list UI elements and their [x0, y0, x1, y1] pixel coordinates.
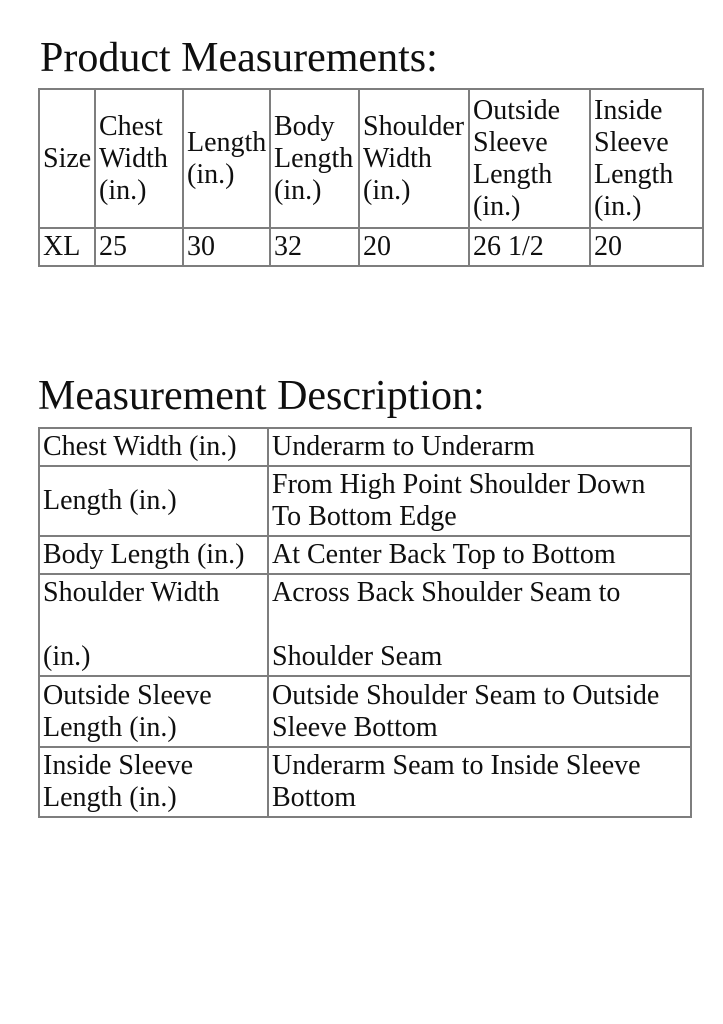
cell-size: XL [39, 228, 95, 266]
measurement-description-title: Measurement Description: [38, 373, 485, 419]
table-row: Outside Sleeve Length (in.) Outside Shou… [39, 676, 691, 747]
header-cell-shoulder-width: Shoulder Width (in.) [359, 89, 469, 228]
table-header-row: Size Chest Width (in.) Length (in.) Body… [39, 89, 703, 228]
table-row: Body Length (in.) At Center Back Top to … [39, 536, 691, 574]
table-row: Length (in.) From High Point Shoulder Do… [39, 466, 691, 536]
measurement-description: Underarm to Underarm [268, 428, 691, 466]
measurement-label: Outside Sleeve Length (in.) [39, 676, 268, 747]
header-cell-size: Size [39, 89, 95, 228]
header-cell-outside-sleeve-length: Outside Sleeve Length (in.) [469, 89, 590, 228]
product-measurements-title: Product Measurements: [40, 35, 438, 81]
measurement-label: Chest Width (in.) [39, 428, 268, 466]
cell-length: 30 [183, 228, 270, 266]
measurement-label: Body Length (in.) [39, 536, 268, 574]
cell-chest-width: 25 [95, 228, 183, 266]
measurement-label: Length (in.) [39, 466, 268, 536]
table-row: Inside Sleeve Length (in.) Underarm Seam… [39, 747, 691, 817]
table-row: Shoulder Width (in.) Across Back Shoulde… [39, 574, 691, 676]
measurement-description-table: Chest Width (in.) Underarm to Underarm L… [38, 427, 692, 818]
header-cell-inside-sleeve-length: Inside Sleeve Length (in.) [590, 89, 703, 228]
measurement-description: Outside Shoulder Seam to Outside Sleeve … [268, 676, 691, 747]
header-cell-body-length: Body Length (in.) [270, 89, 359, 228]
cell-inside-sleeve-length: 20 [590, 228, 703, 266]
cell-shoulder-width: 20 [359, 228, 469, 266]
cell-body-length: 32 [270, 228, 359, 266]
cell-outside-sleeve-length: 26 1/2 [469, 228, 590, 266]
table-row-xl: XL 25 30 32 20 26 1/2 20 [39, 228, 703, 266]
measurement-description: From High Point Shoulder Down To Bottom … [268, 466, 691, 536]
measurement-description: Across Back Shoulder Seam to Shoulder Se… [268, 574, 691, 676]
table-row: Chest Width (in.) Underarm to Underarm [39, 428, 691, 466]
measurement-label: Inside Sleeve Length (in.) [39, 747, 268, 817]
measurement-label: Shoulder Width (in.) [39, 574, 268, 676]
measurement-description: Underarm Seam to Inside Sleeve Bottom [268, 747, 691, 817]
measurement-description: At Center Back Top to Bottom [268, 536, 691, 574]
product-measurements-table: Size Chest Width (in.) Length (in.) Body… [38, 88, 704, 267]
header-cell-chest-width: Chest Width (in.) [95, 89, 183, 228]
header-cell-length: Length (in.) [183, 89, 270, 228]
